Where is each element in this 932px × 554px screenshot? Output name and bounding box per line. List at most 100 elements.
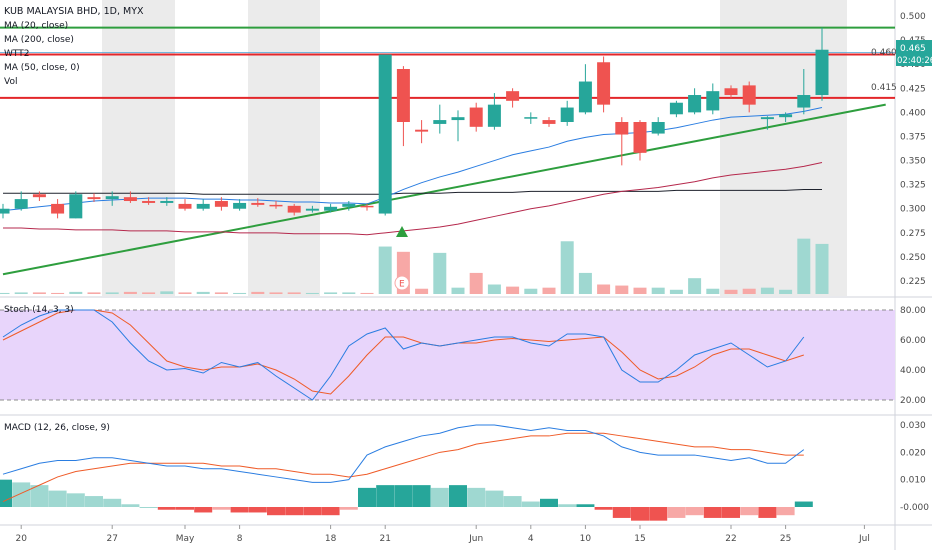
candle-body-44 bbox=[797, 95, 811, 108]
volume-bar-12 bbox=[214, 292, 228, 294]
volume-bar-32 bbox=[578, 272, 592, 294]
candle-body-36 bbox=[651, 122, 665, 134]
volume-bar-4 bbox=[69, 291, 83, 294]
date-tick-4: 18 bbox=[325, 534, 337, 544]
volume-bar-3 bbox=[51, 292, 65, 294]
price-tick-11: 0.225 bbox=[900, 277, 926, 287]
macd-hist-bar-9 bbox=[157, 507, 176, 510]
volume-bar-20 bbox=[360, 292, 374, 294]
macd-hist-bar-24 bbox=[430, 487, 449, 507]
macd-hist-bar-16 bbox=[285, 507, 304, 516]
volume-bar-13 bbox=[233, 292, 247, 294]
volume-bar-33 bbox=[597, 284, 611, 294]
macd-hist-bar-39 bbox=[703, 507, 722, 518]
date-tick-12: Jul bbox=[858, 534, 870, 544]
volume-bar-6 bbox=[105, 292, 119, 294]
ma200-line bbox=[3, 188, 822, 195]
macd-hist-bar-0 bbox=[0, 479, 12, 507]
candle-body-37 bbox=[669, 102, 683, 115]
earnings-marker-icon[interactable] bbox=[394, 275, 410, 291]
volume-bar-25 bbox=[451, 287, 465, 294]
stoch-band bbox=[0, 310, 895, 400]
indicator-ma20-label[interactable]: MA (20, close) bbox=[4, 21, 68, 31]
candle-body-3 bbox=[51, 203, 65, 214]
macd-hist-bar-7 bbox=[121, 504, 140, 507]
macd-hist-bar-44 bbox=[794, 501, 813, 507]
indicator-wtt2-label[interactable]: WTT2 bbox=[4, 49, 29, 59]
macd-label[interactable]: MACD (12, 26, close, 9) bbox=[4, 423, 110, 433]
candle-body-24 bbox=[433, 120, 447, 124]
candle-body-4 bbox=[69, 194, 83, 219]
candle-body-19 bbox=[342, 203, 356, 207]
volume-bar-39 bbox=[706, 288, 720, 294]
macd-hist-bar-8 bbox=[139, 507, 158, 508]
indicator-ma200-label[interactable]: MA (200, close) bbox=[4, 35, 74, 45]
candle-body-38 bbox=[688, 95, 702, 113]
volume-bar-42 bbox=[760, 287, 774, 294]
volume-bar-37 bbox=[669, 289, 683, 294]
macd-signal-line bbox=[2, 432, 804, 502]
macd-hist-bar-37 bbox=[667, 507, 686, 518]
volume-bar-38 bbox=[688, 278, 702, 294]
volume-bar-2 bbox=[32, 292, 46, 294]
date-tick-6: Jun bbox=[468, 534, 483, 544]
macd-hist-bar-26 bbox=[467, 487, 486, 507]
date-tick-8: 10 bbox=[580, 534, 592, 544]
candle-body-6 bbox=[105, 196, 119, 200]
volume-bar-19 bbox=[342, 292, 356, 294]
candle-body-10 bbox=[178, 203, 192, 209]
volume-bar-31 bbox=[560, 241, 574, 294]
macd-hist-bar-2 bbox=[30, 485, 49, 507]
volume-bar-16 bbox=[287, 292, 301, 294]
volume-bar-15 bbox=[269, 292, 283, 294]
macd-hist-bar-5 bbox=[85, 496, 103, 507]
symbol-title: KUB MALAYSIA BHD, 1D, MYX bbox=[4, 6, 144, 17]
price-tick-4: 0.400 bbox=[900, 108, 926, 118]
price-tick-10: 0.250 bbox=[900, 253, 926, 263]
indicator-ma50-label[interactable]: MA (50, close, 0) bbox=[4, 63, 80, 73]
price-tick-9: 0.275 bbox=[900, 229, 926, 239]
macd-hist-bar-11 bbox=[194, 507, 213, 513]
candle-body-11 bbox=[196, 203, 210, 209]
macd-hist-bar-15 bbox=[267, 507, 285, 516]
macd-hist-bar-12 bbox=[212, 507, 231, 510]
volume-bar-17 bbox=[305, 292, 319, 294]
candle-body-5 bbox=[87, 197, 101, 200]
volume-bar-40 bbox=[724, 289, 738, 294]
macd-hist-bar-23 bbox=[412, 485, 431, 507]
support-trendline bbox=[2, 103, 886, 276]
date-tick-10: 22 bbox=[725, 534, 736, 544]
macd-hist-bar-30 bbox=[540, 498, 558, 507]
volume-bar-28 bbox=[506, 286, 520, 294]
volume-bar-0 bbox=[0, 292, 10, 294]
volume-bar-21 bbox=[378, 246, 392, 294]
stoch-tick-0: 80.00 bbox=[900, 306, 926, 316]
macd-hist-bar-40 bbox=[722, 507, 740, 518]
volume-bar-5 bbox=[87, 292, 101, 294]
stoch-tick-1: 60.00 bbox=[900, 336, 926, 346]
macd-hist-bar-17 bbox=[303, 507, 322, 516]
ma50-line bbox=[3, 161, 823, 236]
candle-body-22 bbox=[396, 69, 410, 122]
candle-body-23 bbox=[415, 129, 429, 132]
stoch-label[interactable]: Stoch (14, 3, 3) bbox=[4, 305, 74, 315]
date-tick-3: 8 bbox=[237, 534, 243, 544]
candle-body-40 bbox=[724, 88, 738, 96]
candle-body-33 bbox=[597, 62, 611, 105]
candle-body-30 bbox=[542, 120, 556, 124]
indicator-vol-label[interactable]: Vol bbox=[4, 77, 17, 87]
earnings-marker-letter: E bbox=[399, 280, 405, 290]
date-tick-5: 21 bbox=[379, 534, 390, 544]
candle-body-26 bbox=[469, 107, 483, 127]
candle-body-27 bbox=[487, 104, 501, 127]
candle-body-39 bbox=[706, 91, 720, 111]
volume-bar-10 bbox=[178, 292, 192, 294]
candle-body-31 bbox=[560, 107, 574, 122]
candle-body-15 bbox=[269, 204, 283, 207]
candle-body-12 bbox=[214, 201, 228, 207]
macd-hist-bar-34 bbox=[612, 507, 631, 518]
candle-body-18 bbox=[324, 206, 338, 211]
stoch-tick-3: 20.00 bbox=[900, 396, 926, 406]
